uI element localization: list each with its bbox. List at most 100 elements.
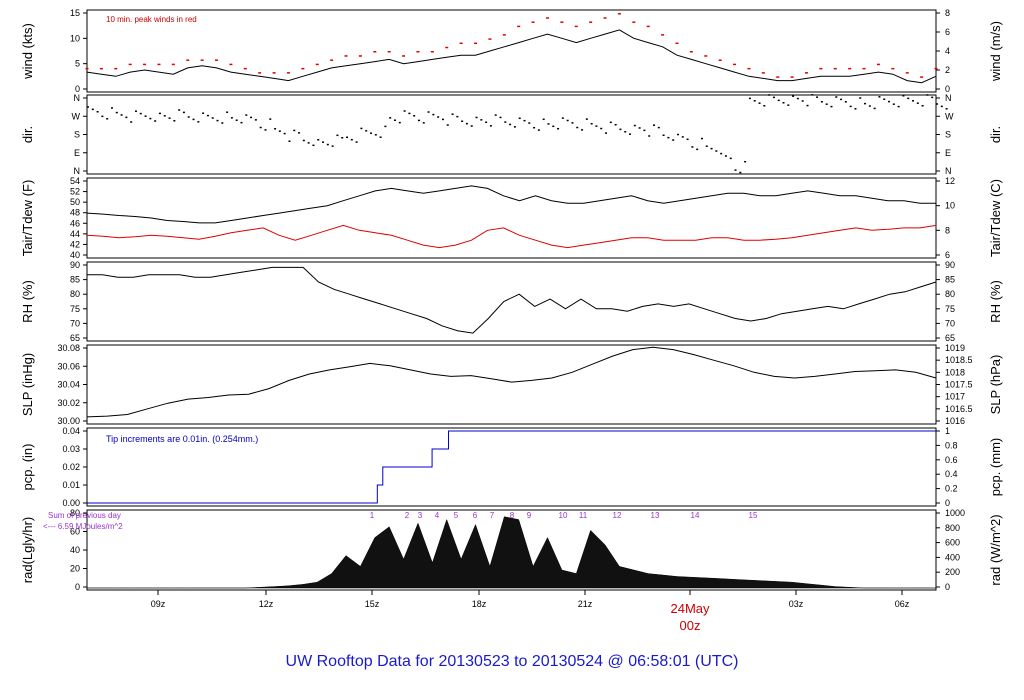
- dir-point: [811, 94, 814, 96]
- wind-peak-mark: [128, 63, 132, 66]
- dir-point: [446, 124, 449, 126]
- wind-peak-mark: [99, 67, 103, 70]
- wind-ytick-label: 10: [70, 33, 80, 43]
- wind-peak-mark: [517, 25, 521, 28]
- dir-point: [676, 133, 679, 136]
- dir-point: [417, 119, 420, 122]
- dir-point: [590, 122, 593, 125]
- dir-point: [451, 113, 454, 115]
- dir-y2tick-label: N: [945, 166, 952, 176]
- dir-point: [341, 136, 344, 139]
- wind-peak-mark: [891, 67, 895, 70]
- wind-peak-mark: [416, 51, 420, 53]
- slp-y2tick-label: 1018: [945, 367, 965, 377]
- dir-point: [509, 123, 512, 126]
- dir-point: [149, 117, 152, 120]
- wind-peak-mark: [876, 63, 880, 66]
- dir-point: [485, 121, 488, 124]
- rad-ytick-label: 0: [75, 582, 80, 592]
- wind-peak-mark: [632, 21, 636, 23]
- dir-point: [633, 124, 636, 127]
- dir-point: [374, 134, 377, 136]
- rad-note-2: <--- 6.59 MJoules/m^2: [43, 522, 123, 531]
- dir-point: [629, 133, 632, 135]
- wind-peak-mark: [186, 59, 190, 61]
- dir-point: [182, 111, 185, 114]
- dir-point: [921, 105, 924, 107]
- dir-y2tick-label: N: [945, 93, 952, 103]
- rad-marker-label: 7: [490, 511, 495, 520]
- slp-series-SLP: [86, 346, 937, 418]
- dir-point: [724, 155, 727, 157]
- wind-peak-mark: [804, 72, 808, 74]
- wind-panel-frame: [86, 9, 937, 93]
- wind-peak-mark: [215, 59, 219, 61]
- slp-y2tick-label: 1019: [945, 343, 965, 353]
- dir-point: [187, 116, 190, 118]
- dir-point: [609, 121, 612, 124]
- dir-point: [269, 118, 272, 120]
- rad-note-1: Sum of previous day: [48, 511, 121, 520]
- wind-peak-mark: [445, 46, 449, 49]
- dir-point: [700, 137, 703, 140]
- rad-marker-label: 1: [370, 511, 375, 520]
- dir-point: [283, 132, 286, 135]
- wind-peak-mark: [358, 55, 362, 57]
- pcp-y2tick-label: 1: [945, 426, 950, 436]
- slp-ytick-label: 30.04: [57, 380, 80, 390]
- dir-point: [384, 125, 387, 128]
- wind-peak-mark: [258, 72, 262, 74]
- dir-point: [902, 95, 905, 97]
- dir-point: [221, 122, 224, 124]
- dir-point: [240, 121, 243, 124]
- dir-point: [226, 111, 229, 113]
- rad-marker-label: 3: [418, 511, 423, 520]
- pcp-ytick-label: 0.01: [62, 480, 80, 490]
- dir-point: [873, 107, 876, 110]
- wind-peak-mark: [934, 67, 938, 70]
- wind-peak-mark: [905, 72, 909, 74]
- dir-ytick-label: W: [72, 111, 81, 121]
- dir-point: [475, 116, 478, 119]
- dir-point: [298, 132, 301, 134]
- wind-peak-mark: [617, 13, 621, 15]
- rh-ytick-label: 65: [70, 333, 80, 343]
- dir-point: [230, 117, 233, 119]
- wind-peak-mark: [171, 63, 175, 66]
- rad-marker-label: 14: [691, 511, 700, 520]
- dir-point: [844, 101, 847, 103]
- dir-point: [302, 139, 305, 142]
- dir-point: [465, 122, 468, 125]
- rad-y2tick-label: 0: [945, 582, 950, 592]
- rad-marker-label: 4: [435, 511, 440, 520]
- dir-point: [705, 145, 708, 147]
- dir-point: [197, 121, 200, 123]
- dir-point: [720, 152, 723, 155]
- wind-ytick-label: 15: [70, 8, 80, 18]
- dir-point: [849, 105, 852, 108]
- dir-point: [729, 157, 732, 160]
- dir-point: [513, 126, 516, 128]
- dir-ylabel: dir.: [20, 126, 35, 143]
- dir-point: [144, 115, 147, 117]
- dir-point: [278, 130, 281, 132]
- dir-point: [768, 94, 771, 96]
- dir-point: [245, 114, 248, 116]
- dir-point: [480, 119, 483, 121]
- rh-y2tick-label: 70: [945, 318, 955, 328]
- slp-ytick-label: 30.02: [57, 398, 80, 408]
- wind-peak-mark: [474, 42, 478, 45]
- dir-point: [413, 115, 416, 117]
- rad-y2tick-label: 600: [945, 538, 960, 548]
- wind-peak-mark: [560, 21, 564, 23]
- rh-series-RH: [87, 266, 937, 334]
- dir-point: [825, 103, 828, 105]
- dir-point: [317, 139, 320, 141]
- dir-point: [422, 122, 425, 124]
- dir-point: [782, 102, 785, 104]
- dir-point: [585, 118, 588, 120]
- x-tick-label: 18z: [472, 599, 487, 609]
- dir-point: [581, 129, 584, 131]
- dir-point: [691, 146, 694, 148]
